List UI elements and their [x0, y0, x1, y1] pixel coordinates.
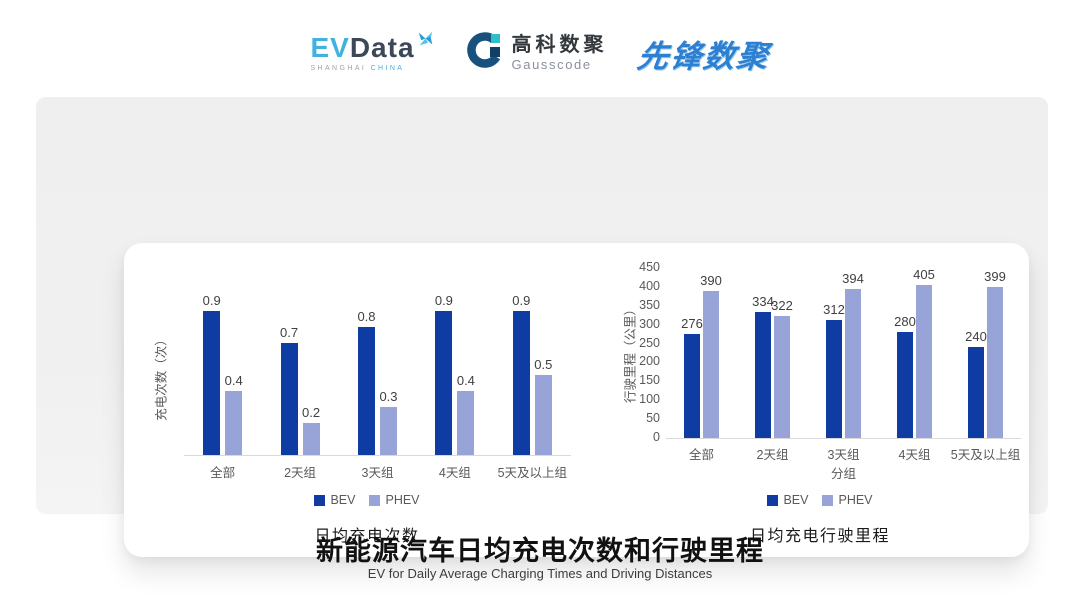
bar-value-label: 405 — [913, 267, 935, 282]
bar-phev — [845, 289, 861, 438]
chart-card: 充电次数（次） 0.9 0.4 全部 0.7 0.2 2天组 0.8 0.3 3天组 0.9 0.4 4… — [124, 243, 1029, 557]
bar-value-label: 0.8 — [357, 309, 376, 324]
bar-phev — [774, 316, 790, 438]
bar-value-label: 0.9 — [512, 293, 531, 308]
bar-phev — [225, 391, 243, 455]
y-tick-label: 350 — [639, 297, 660, 312]
evdata-sub-china: CHINA — [370, 65, 405, 72]
bar-bev — [358, 327, 375, 455]
bar-bev — [755, 311, 771, 438]
bar-value-label: 0.9 — [434, 293, 453, 308]
bar-phev — [534, 375, 552, 455]
bar-phev — [703, 290, 719, 438]
bar-value-label: 240 — [965, 329, 987, 345]
gausscode-cn-text: 高科数聚 — [511, 33, 608, 56]
x-axis-title: 分组 — [830, 467, 856, 481]
poster-title: 新能源汽车日均充电次数和行驶里程 — [316, 536, 764, 566]
bar-bev — [512, 311, 530, 455]
x-category-label: 4天组 — [898, 448, 931, 462]
bar-value-label: 0.5 — [534, 357, 553, 372]
evdata-sub-shanghai: SHANGHAI — [310, 65, 367, 72]
legend-item-phev: PHEV — [369, 493, 420, 507]
legend-swatch-bev — [767, 494, 779, 506]
bar-bev — [968, 347, 984, 438]
bar-value-label: 0.3 — [379, 389, 398, 404]
x-axis-line — [666, 438, 1021, 439]
chart-driving-distance: 行驶里程（公里） 0 50 100 150 200 250 300 350 400 450 276 39… — [614, 243, 1026, 557]
evdata-logo: EV Data SHANGHAI CHINA — [310, 31, 433, 72]
legend-label-phev: PHEV — [385, 493, 420, 507]
bar-bev — [435, 311, 453, 455]
x-category-label: 2天组 — [756, 448, 789, 462]
y-tick-label: 50 — [646, 411, 660, 426]
gausscode-g-icon — [464, 31, 504, 76]
bar-bev — [684, 333, 700, 438]
chart-legend: BEV PHEV — [142, 493, 592, 507]
y-tick-label: 150 — [639, 373, 660, 388]
x-category-label: 3天组 — [361, 466, 394, 480]
x-axis-line — [184, 455, 571, 456]
legend-label-bev: BEV — [330, 493, 356, 507]
bar-bev — [897, 332, 913, 438]
bar-value-label: 334 — [752, 293, 774, 309]
bar-phev — [987, 287, 1003, 438]
legend-swatch-bev — [314, 494, 326, 506]
x-category-label: 4天组 — [438, 466, 471, 480]
bar-value-label: 0.2 — [302, 405, 321, 420]
bar-value-label: 280 — [894, 314, 916, 330]
legend-item-bev: BEV — [767, 493, 808, 507]
evdata-x-icon — [417, 30, 434, 51]
legend-swatch-phev — [369, 494, 381, 506]
evdata-logo-ev: EV — [310, 32, 350, 63]
bar-bev — [826, 320, 842, 438]
x-category-label: 全部 — [210, 466, 236, 480]
y-tick-label: 450 — [639, 260, 660, 274]
bar-phev — [302, 423, 320, 455]
legend-item-bev: BEV — [314, 493, 355, 507]
pioneer-logo: 先锋数聚 — [634, 38, 772, 74]
bar-value-label: 312 — [823, 302, 845, 318]
legend-item-phev: PHEV — [822, 493, 873, 507]
bar-value-label: 390 — [700, 272, 722, 288]
legend-label-bev: BEV — [783, 493, 809, 507]
legend-label-phev: PHEV — [838, 493, 873, 507]
bar-value-label: 399 — [984, 269, 1006, 285]
bar-value-label: 322 — [771, 298, 793, 314]
y-tick-label: 400 — [639, 278, 660, 293]
bar-bev — [203, 311, 221, 455]
x-category-label: 2天组 — [284, 466, 317, 480]
gausscode-en-text: Gausscode — [511, 56, 592, 72]
chart-charging-times: 充电次数（次） 0.9 0.4 全部 0.7 0.2 2天组 0.8 0.3 3天组 0.9 0.4 4… — [142, 243, 592, 557]
bar-value-label: 0.4 — [224, 373, 243, 388]
bar-phev — [916, 285, 932, 438]
gausscode-logo: 高科数聚 Gausscode — [464, 31, 608, 76]
bar-value-label: 0.4 — [456, 373, 475, 388]
y-tick-label: 0 — [653, 430, 660, 444]
poster-subtitle: EV for Daily Average Charging Times and … — [367, 566, 713, 581]
bar-value-label: 0.9 — [202, 293, 221, 308]
y-tick-label: 200 — [639, 354, 660, 369]
evdata-logo-data: Data — [349, 32, 415, 63]
bar-phev — [457, 391, 475, 455]
bar-value-label: 276 — [681, 315, 703, 331]
legend-swatch-phev — [822, 494, 834, 506]
chart-legend: BEV PHEV — [614, 493, 1026, 507]
x-category-label: 5天及以上组 — [950, 448, 1021, 462]
x-category-label: 3天组 — [827, 448, 860, 462]
bar-value-label: 0.7 — [280, 325, 299, 340]
bar-phev — [380, 407, 397, 455]
y-tick-label: 300 — [639, 316, 660, 331]
gray-panel: 充电次数（次） 0.9 0.4 全部 0.7 0.2 2天组 0.8 0.3 3天组 0.9 0.4 4… — [36, 97, 1048, 557]
bar-bev — [280, 343, 298, 455]
x-category-label: 5天及以上组 — [497, 466, 568, 480]
y-axis-title: 充电次数（次） — [154, 333, 169, 421]
header-logo-row: EV Data SHANGHAI CHINA 高科数聚 — [0, 22, 1080, 84]
evdata-logo-subtitle: SHANGHAI CHINA — [310, 65, 404, 72]
bar-value-label: 394 — [842, 271, 864, 287]
chart-title: 日均充电次数 — [314, 528, 420, 545]
chart-title: 日均充电行驶里程 — [749, 528, 890, 545]
x-category-label: 全部 — [688, 448, 714, 462]
y-tick-label: 250 — [639, 335, 660, 350]
y-tick-label: 100 — [639, 392, 660, 407]
